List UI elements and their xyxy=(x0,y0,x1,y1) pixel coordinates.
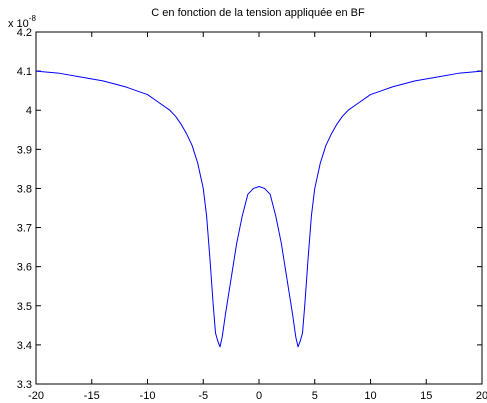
y-tick-label: 3.7 xyxy=(17,223,32,235)
series-layer xyxy=(35,70,483,348)
x-tick-label: 5 xyxy=(312,390,318,402)
y-axis: 3.3 3.4 3.5 3.6 3.7 3.8 3.9 4 4.1 4.2 xyxy=(17,27,482,391)
x-tick-label: 20 xyxy=(476,390,487,402)
y-tick-label: 4.1 xyxy=(17,66,32,78)
y-tick-label: 3.4 xyxy=(17,340,32,352)
x-tick-label: -5 xyxy=(198,390,208,402)
x-tick-label: -15 xyxy=(84,390,100,402)
y-tick-label: 3.6 xyxy=(17,262,32,274)
x-tick-label: -20 xyxy=(28,390,44,402)
x-axis: -20 -15 -10 -5 0 5 10 15 20 xyxy=(28,32,487,402)
y-tick-label: 3.3 xyxy=(17,379,32,391)
y-multiplier-base: x 10 xyxy=(8,18,29,30)
x-tick-label: 15 xyxy=(420,390,432,402)
x-tick-label: 10 xyxy=(364,390,376,402)
y-tick-label: 4 xyxy=(26,105,32,117)
y-tick-label: 3.5 xyxy=(17,301,32,313)
chart-title: C en fonction de la tension appliquée en… xyxy=(151,7,365,19)
y-tick-label: 3.9 xyxy=(17,144,32,156)
plot-frame xyxy=(35,31,483,385)
x-tick-label: 0 xyxy=(256,390,262,402)
y-multiplier: x 10-8 xyxy=(8,14,36,30)
y-tick-label: 3.8 xyxy=(17,183,32,195)
y-multiplier-exponent: -8 xyxy=(29,14,37,23)
y-tick-label: 4.2 xyxy=(17,27,32,39)
series-line xyxy=(35,70,483,348)
x-tick-label: -10 xyxy=(140,390,156,402)
